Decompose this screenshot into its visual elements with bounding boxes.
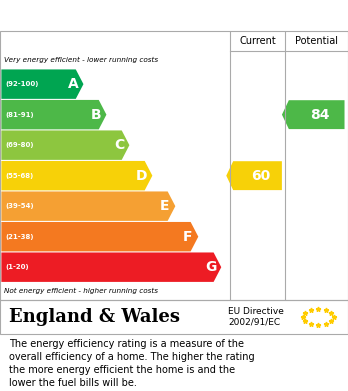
Polygon shape	[1, 222, 198, 251]
Text: (69-80): (69-80)	[6, 142, 34, 148]
Polygon shape	[1, 161, 152, 190]
Text: (21-38): (21-38)	[6, 234, 34, 240]
Text: A: A	[68, 77, 78, 91]
Text: C: C	[114, 138, 124, 152]
Text: E: E	[160, 199, 169, 213]
Text: Not energy efficient - higher running costs: Not energy efficient - higher running co…	[4, 288, 158, 294]
Polygon shape	[1, 100, 106, 129]
Text: (92-100): (92-100)	[6, 81, 39, 87]
Text: 60: 60	[251, 169, 270, 183]
Text: Current: Current	[239, 36, 276, 47]
Text: (1-20): (1-20)	[6, 264, 29, 270]
Text: England & Wales: England & Wales	[9, 308, 180, 326]
Text: F: F	[183, 230, 192, 244]
Polygon shape	[1, 253, 221, 282]
Text: (39-54): (39-54)	[6, 203, 34, 209]
Text: (81-91): (81-91)	[6, 112, 34, 118]
Text: B: B	[91, 108, 101, 122]
Text: Energy Efficiency Rating: Energy Efficiency Rating	[9, 8, 219, 23]
Polygon shape	[1, 192, 175, 221]
Text: G: G	[205, 260, 216, 274]
Polygon shape	[1, 131, 129, 160]
Text: EU Directive
2002/91/EC: EU Directive 2002/91/EC	[228, 307, 284, 327]
Text: 84: 84	[310, 108, 329, 122]
Polygon shape	[282, 100, 345, 129]
Text: The energy efficiency rating is a measure of the
overall efficiency of a home. T: The energy efficiency rating is a measur…	[9, 339, 254, 388]
Polygon shape	[226, 161, 282, 190]
Text: D: D	[136, 169, 148, 183]
Text: (55-68): (55-68)	[6, 173, 34, 179]
Polygon shape	[1, 70, 84, 99]
Text: Very energy efficient - lower running costs: Very energy efficient - lower running co…	[4, 57, 158, 63]
Text: Potential: Potential	[295, 36, 338, 47]
